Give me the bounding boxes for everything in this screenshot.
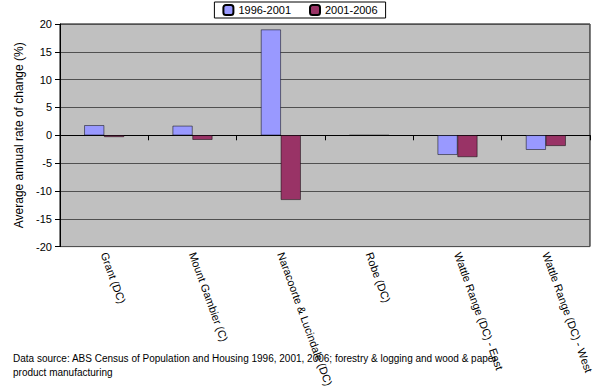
svg-text:Data source: ABS Census of Pop: Data source: ABS Census of Population an… — [13, 353, 497, 364]
svg-text:20: 20 — [40, 18, 52, 30]
svg-text:-10: -10 — [36, 185, 52, 197]
svg-text:5: 5 — [46, 101, 52, 113]
svg-text:Average annual rate of change: Average annual rate of change (%) — [12, 42, 26, 228]
svg-text:0: 0 — [46, 129, 52, 141]
svg-text:Wattle Range (DC) - East: Wattle Range (DC) - East — [451, 250, 506, 372]
svg-text:product manufacturing: product manufacturing — [13, 367, 113, 378]
svg-text:Robe (DC): Robe (DC) — [364, 251, 393, 305]
svg-text:Wattle Range (DC) - West: Wattle Range (DC) - West — [540, 251, 595, 375]
svg-text:-20: -20 — [36, 241, 52, 253]
svg-text:1996-2001: 1996-2001 — [238, 4, 291, 16]
svg-text:10: 10 — [40, 74, 52, 86]
svg-text:Mount Gambier (C): Mount Gambier (C) — [187, 251, 230, 344]
svg-text:-15: -15 — [36, 213, 52, 225]
svg-text:Grant (DC): Grant (DC) — [99, 251, 129, 306]
svg-text:15: 15 — [40, 46, 52, 58]
svg-text:Naracoorte & Lucindale (DC): Naracoorte & Lucindale (DC) — [275, 251, 335, 388]
svg-text:2001-2006: 2001-2006 — [325, 4, 378, 16]
svg-text:-5: -5 — [42, 157, 52, 169]
